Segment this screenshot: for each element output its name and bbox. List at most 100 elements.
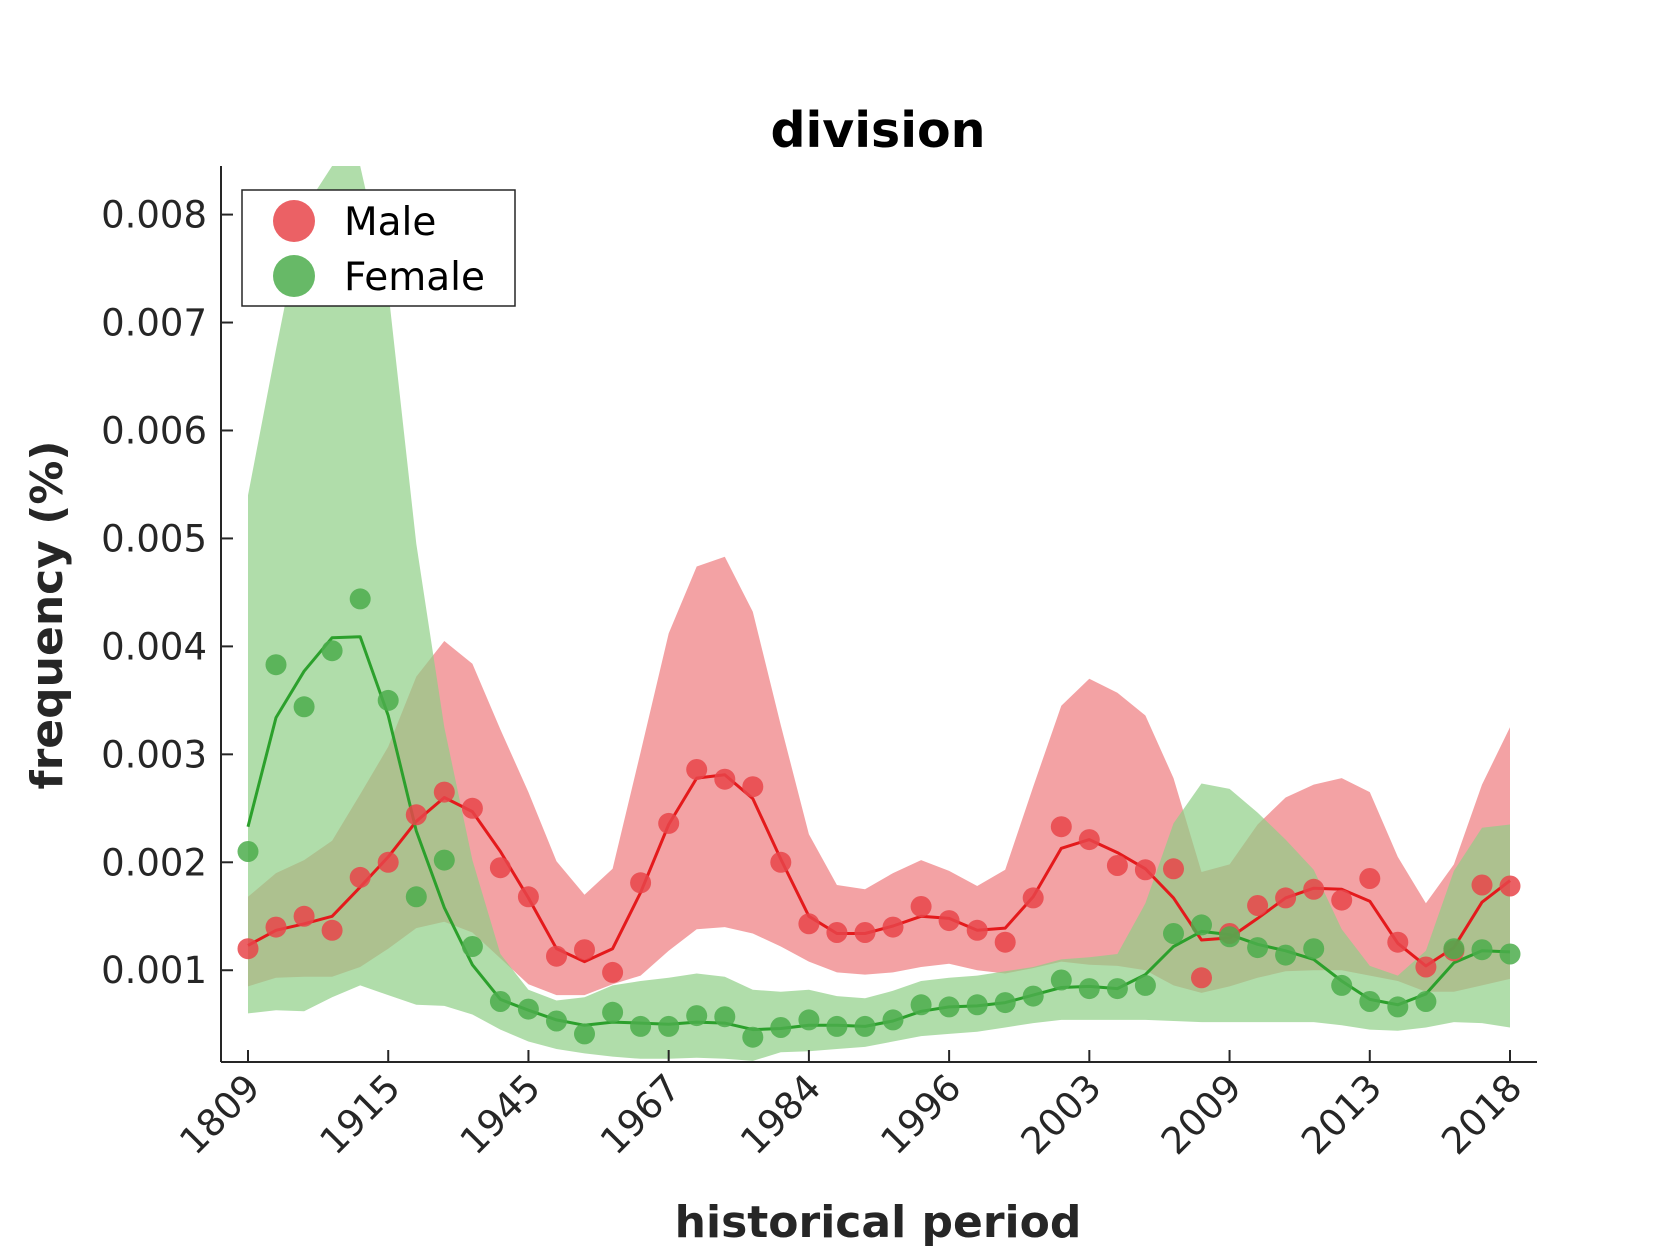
x-tick-label: 2018 [1433, 1066, 1530, 1163]
y-tick-label: 0.007 [101, 302, 207, 345]
male-data-point [1387, 931, 1409, 953]
x-axis-label: historical period [675, 1197, 1082, 1248]
female-data-point [826, 1015, 848, 1037]
male-data-point [1275, 887, 1297, 909]
legend-female-marker [273, 255, 315, 297]
legend-male-label: Male [344, 200, 436, 245]
female-data-point [1275, 944, 1297, 966]
male-data-point [1247, 895, 1269, 916]
male-trend-line [247, 773, 1511, 968]
male-data-point [405, 804, 427, 826]
female-data-point [994, 992, 1016, 1014]
female-data-point [1387, 996, 1409, 1018]
male-data-point [1499, 875, 1521, 897]
female-data-point [742, 1026, 764, 1048]
x-tick-label: 2013 [1293, 1066, 1390, 1163]
male-data-point [1415, 956, 1437, 978]
male-data-point [966, 919, 988, 941]
male-data-point [1163, 858, 1184, 880]
female-data-point [237, 841, 259, 862]
y-tick-label: 0.005 [101, 517, 207, 560]
male-data-point [1471, 874, 1493, 896]
male-data-point [1303, 878, 1325, 900]
female-data-point [405, 886, 427, 908]
female-data-point [882, 1009, 904, 1031]
y-ticks: 0.001 0.002 0.003 0.004 0.005 0.006 0.007 0.008 [101, 194, 233, 992]
male-data-point [854, 922, 876, 943]
confidence-bands [248, 166, 1510, 1061]
male-data-point [293, 905, 315, 927]
female-data-point [1163, 923, 1184, 944]
male-data-point [489, 857, 511, 879]
female-data-point [349, 588, 371, 610]
female-data-point [489, 991, 511, 1012]
female-data-point [546, 1010, 567, 1032]
female-data-point [1415, 991, 1437, 1012]
female-data-point [517, 998, 539, 1020]
y-tick-label: 0.004 [101, 625, 207, 668]
male-data-point [574, 939, 595, 961]
male-data-point [1359, 868, 1381, 889]
male-data-point [349, 866, 371, 888]
male-data-point [994, 931, 1016, 953]
male-data-point [910, 896, 932, 917]
female-data-point [770, 1017, 792, 1038]
male-data-point [798, 913, 820, 935]
female-data-point [1499, 943, 1521, 965]
female-data-point [574, 1023, 595, 1045]
female-trend-line [246, 635, 1511, 1032]
trend-lines [246, 635, 1511, 1032]
y-tick-label: 0.001 [101, 949, 207, 992]
male-data-point [546, 945, 567, 967]
male-data-point [1050, 816, 1072, 838]
y-tick-label: 0.006 [101, 409, 207, 452]
y-tick-label: 0.008 [101, 194, 207, 237]
male-data-point [1331, 889, 1353, 911]
female-confidence-band [248, 166, 1510, 1061]
y-tick-label: 0.003 [101, 733, 207, 776]
male-data-point [826, 922, 848, 943]
female-data-point [1219, 926, 1241, 948]
x-tick-label: 1967 [592, 1066, 689, 1163]
x-ticks: 1809 1915 1945 1967 1984 1996 2003 2009 2013 2018 [171, 1050, 1530, 1163]
male-data-point [630, 872, 652, 894]
male-data-point [714, 768, 736, 790]
female-data-point [630, 1015, 652, 1037]
female-data-point [1022, 985, 1044, 1007]
female-data-point [1050, 969, 1072, 991]
female-data-point [1443, 938, 1465, 960]
male-data-point [377, 851, 399, 873]
male-data-point [658, 812, 680, 834]
legend: Male Female [241, 189, 516, 307]
x-tick-label: 1809 [171, 1066, 268, 1163]
x-tick-label: 1945 [452, 1066, 549, 1163]
axes [220, 166, 1537, 1063]
female-data-point [714, 1006, 736, 1028]
x-tick-label: 2003 [1013, 1066, 1110, 1163]
male-data-point [321, 919, 343, 941]
male-data-point [1106, 855, 1128, 876]
data-points [237, 588, 1521, 1048]
female-data-point [1331, 974, 1353, 996]
x-tick-label: 1984 [732, 1066, 829, 1163]
female-data-point [602, 1001, 624, 1023]
female-data-point [433, 849, 455, 871]
female-data-point [1359, 991, 1381, 1012]
female-data-point [1303, 938, 1325, 960]
male-data-point [882, 916, 904, 938]
y-axis-label: frequency (%) [22, 440, 73, 789]
male-data-point [742, 776, 764, 798]
female-data-point [293, 696, 315, 718]
male-data-point [938, 910, 960, 932]
female-data-point [377, 689, 399, 711]
male-data-point [1022, 887, 1044, 909]
female-data-point [1471, 939, 1493, 961]
female-data-point [798, 1009, 820, 1031]
x-tick-label: 1996 [872, 1066, 969, 1163]
female-data-point [1134, 974, 1156, 996]
y-tick-label: 0.002 [101, 841, 207, 884]
female-data-point [938, 996, 960, 1018]
male-data-point [461, 797, 483, 819]
legend-male-marker [273, 200, 315, 242]
